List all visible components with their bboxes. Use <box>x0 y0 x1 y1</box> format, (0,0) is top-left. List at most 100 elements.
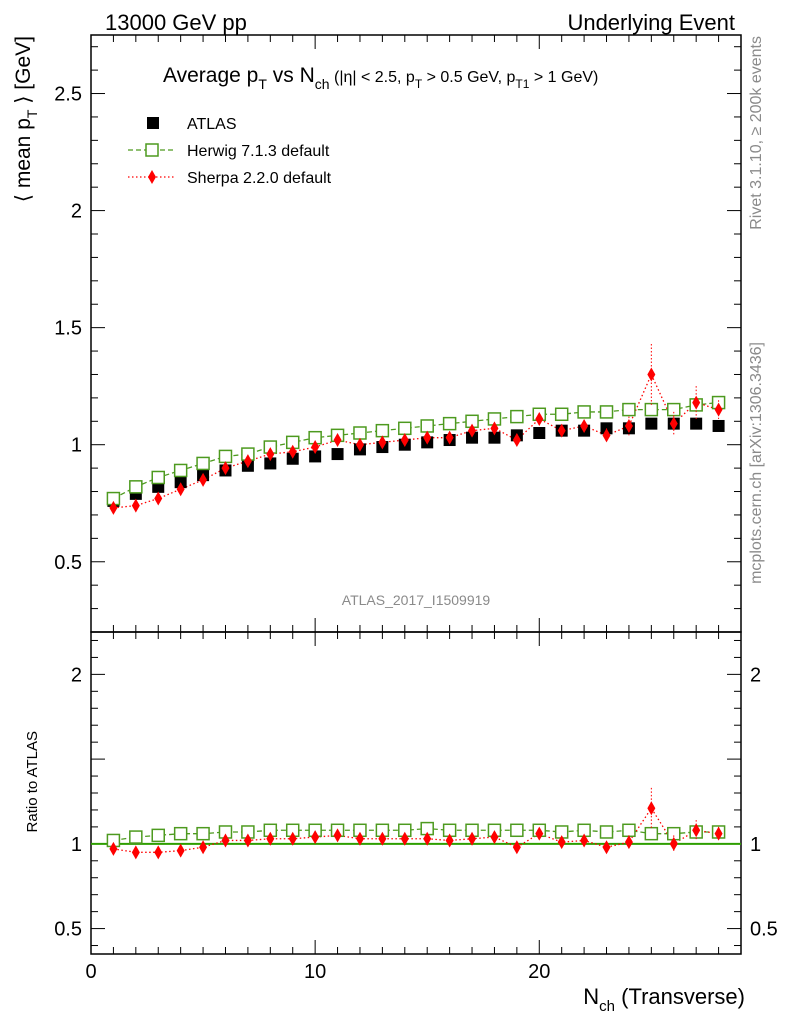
sherpa-point <box>131 498 140 513</box>
herwig-ratio-point <box>129 830 143 844</box>
atlas-point <box>331 448 344 461</box>
title-cuts-c: > 1 GeV) <box>529 69 598 86</box>
herwig-point <box>554 407 569 422</box>
herwig-point <box>599 405 614 419</box>
sherpa-point <box>580 418 589 433</box>
herwig-line <box>113 401 719 500</box>
sherpa-point <box>266 447 275 462</box>
atlas-point <box>690 417 703 430</box>
sherpa-ratio-point <box>445 833 454 848</box>
ratio-axis-ticks: 0 10 20 0.5 0.5 1 1 2 2 <box>54 632 778 983</box>
main-axis-ticks: 0.5 1 1.5 2 2.5 <box>54 35 742 633</box>
sherpa-point <box>378 435 387 450</box>
sherpa-point <box>557 423 566 438</box>
sherpa-point <box>714 402 723 417</box>
atlas-point <box>466 431 479 444</box>
x-tick-label: 0 <box>85 961 96 983</box>
title-cuts-b: > 0.5 GeV, p <box>422 69 515 86</box>
sherpa-point <box>221 461 230 476</box>
y-tick-label: 2 <box>71 201 82 223</box>
herwig-point <box>218 449 233 464</box>
sherpa-point <box>624 418 633 433</box>
legend-herwig-marker <box>145 143 159 157</box>
herwig-point <box>129 480 143 494</box>
y-tick-label: 2.5 <box>54 84 82 106</box>
sherpa-ratio-point <box>692 823 701 838</box>
sherpa-point <box>468 423 477 438</box>
atlas-point <box>533 427 546 439</box>
ratio-panel-frame <box>90 631 742 955</box>
sherpa-ratio-point <box>714 826 723 841</box>
y-tick-label: 1.5 <box>54 318 82 340</box>
title-cuts-a: (|η| < 2.5, p <box>330 69 415 86</box>
sherpa-point <box>423 430 432 445</box>
sherpa-point <box>154 491 163 506</box>
atlas-point <box>174 476 187 489</box>
rivet-label: Rivet 3.1.10, ≥ 200k events <box>748 36 765 230</box>
herwig-point <box>151 470 165 485</box>
herwig-point <box>442 416 457 431</box>
sherpa-point <box>602 428 611 443</box>
sherpa-point <box>311 440 320 455</box>
sherpa-ratio-point <box>602 840 611 855</box>
herwig-point <box>398 421 412 436</box>
legend-atlas-label: ATLAS <box>187 116 237 133</box>
atlas-point <box>645 417 658 430</box>
atlas-point <box>264 457 277 470</box>
title-main: Average p <box>163 64 258 87</box>
header-right: Underlying Event <box>567 10 735 35</box>
legend-atlas-marker <box>147 117 159 129</box>
herwig-ratio-point <box>151 828 165 843</box>
herwig-point <box>196 456 210 471</box>
atlas-point <box>286 452 299 465</box>
x-axis-label: Nch (Transverse) <box>583 984 745 1015</box>
sherpa-ratio-point <box>154 845 163 860</box>
sherpa-point <box>535 411 544 426</box>
sherpa-point <box>647 367 656 382</box>
sherpa-ratio-point <box>355 831 364 846</box>
title-mid: vs N <box>267 64 315 87</box>
sherpa-ratio-point <box>580 833 589 848</box>
y-axis-label-main: ⟨ mean pT ⟩ [GeV] <box>12 36 40 202</box>
sherpa-ratio-point <box>490 830 499 845</box>
mcplots-label: mcplots.cern.ch [arXiv:1306.3436] <box>748 342 765 584</box>
xlabel-post: (Transverse) <box>615 984 745 1009</box>
sherpa-ratio-point <box>512 840 521 855</box>
y-tick-label: 0.5 <box>54 552 82 574</box>
analysis-id: ATLAS_2017_I1509919 <box>342 592 491 608</box>
sherpa-ratio-point <box>669 836 678 851</box>
sherpa-ratio-point <box>468 831 477 846</box>
title-cuts-a-sub: T <box>415 77 423 91</box>
sherpa-ratio-point <box>333 828 342 843</box>
sherpa-ratio-point <box>288 831 297 846</box>
ylabel-main-pre: ⟨ mean p <box>12 118 35 202</box>
sherpa-point <box>243 454 252 469</box>
ratio-panel-data <box>91 787 741 860</box>
header-left: 13000 GeV pp <box>105 10 247 35</box>
herwig-point <box>644 402 659 417</box>
sherpa-point <box>400 433 409 448</box>
legend-herwig-label: Herwig 7.1.3 default <box>187 143 330 160</box>
herwig-ratio-point <box>644 826 659 841</box>
herwig-point <box>667 402 681 417</box>
sherpa-point <box>109 500 118 515</box>
title-cuts-b-sub: T1 <box>515 77 529 91</box>
ylabel-main-sub: T <box>24 109 40 118</box>
sherpa-ratio-point <box>557 835 566 850</box>
herwig-point <box>622 402 636 417</box>
sherpa-point <box>176 482 185 497</box>
sherpa-ratio-point <box>109 841 118 856</box>
sherpa-ratio-point <box>176 843 185 858</box>
sherpa-ratio-point <box>221 833 230 848</box>
sherpa-ratio-point <box>535 826 544 841</box>
sherpa-ratio-point <box>199 840 208 855</box>
sherpa-point <box>288 444 297 459</box>
atlas-point <box>309 450 322 463</box>
herwig-point <box>577 405 591 419</box>
x-tick-label: 10 <box>304 961 326 983</box>
legend: ATLAS Herwig 7.1.3 default Sherpa 2.2.0 … <box>128 116 332 187</box>
title-main-sub: T <box>258 76 267 92</box>
y-tick-label: 2 <box>71 664 82 686</box>
legend-sherpa-label: Sherpa 2.2.0 default <box>187 170 332 187</box>
